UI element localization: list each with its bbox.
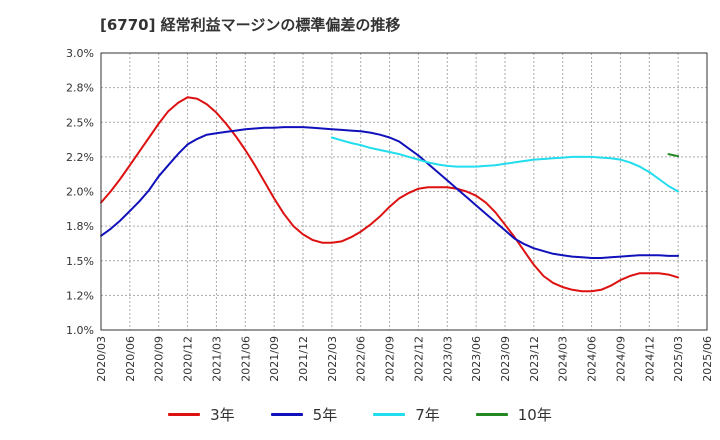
y-axis-ticks: 3.0% 2.8% 2.5% 2.2% 2.0% 1.8% 1.5% 1.2% 1.0% — [66, 47, 94, 337]
legend-swatch-7y — [373, 413, 406, 416]
x-tick-label: 2020/03 — [95, 336, 108, 382]
legend-label-5y: 5年 — [312, 406, 338, 424]
y-tick-label: 1.8% — [66, 220, 94, 233]
x-axis-ticks: 2020/03 2020/06 2020/09 2020/12 2021/03 2021/… — [95, 336, 714, 382]
y-tick-label: 2.0% — [66, 186, 94, 199]
legend-label-7y: 7年 — [415, 406, 440, 424]
y-tick-label: 2.5% — [66, 116, 94, 129]
x-tick-label: 2020/09 — [153, 336, 166, 382]
y-tick-label: 1.0% — [66, 324, 94, 337]
x-tick-label: 2022/06 — [355, 336, 368, 382]
legend-swatch-10y — [475, 413, 508, 416]
x-tick-label: 2024/12 — [643, 336, 656, 382]
series-line-2 — [100, 126, 680, 259]
x-tick-label: 2023/09 — [499, 336, 512, 382]
y-tick-label: 1.5% — [66, 255, 94, 268]
series-line-1 — [100, 96, 680, 293]
x-tick-label: 2022/03 — [326, 336, 339, 382]
x-tick-label: 2024/03 — [557, 336, 570, 382]
legend-swatch-5y — [270, 413, 303, 416]
x-tick-label: 2021/06 — [239, 336, 252, 382]
chart-title: [6770] 経常利益マージンの標準偏差の推移 — [100, 16, 401, 34]
x-tick-label: 2021/09 — [268, 336, 281, 382]
y-tick-label: 1.2% — [66, 289, 94, 302]
x-tick-label: 2022/09 — [384, 336, 397, 382]
y-tick-label: 2.2% — [66, 151, 94, 164]
legend-swatch-3y — [168, 413, 201, 416]
legend-label-10y: 10年 — [517, 406, 552, 424]
x-tick-label: 2023/03 — [441, 336, 454, 382]
series-lines — [100, 96, 680, 293]
x-tick-label: 2023/12 — [528, 336, 541, 382]
plot-area — [100, 52, 708, 331]
y-tick-label: 2.8% — [66, 82, 94, 95]
x-tick-label: 2025/06 — [701, 336, 714, 382]
legend-item-10y: 10年 — [475, 404, 552, 425]
x-tick-label: 2020/12 — [182, 336, 195, 382]
x-tick-label: 2022/12 — [412, 336, 425, 382]
legend-item-5y: 5年 — [270, 404, 338, 425]
legend: 3年 5年 7年 10年 — [0, 404, 720, 425]
x-tick-label: 2021/03 — [210, 336, 223, 382]
x-tick-label: 2024/06 — [586, 336, 599, 382]
legend-label-3y: 3年 — [210, 406, 235, 424]
x-tick-label: 2021/12 — [297, 336, 310, 382]
x-tick-label: 2024/09 — [614, 336, 627, 382]
x-tick-label: 2023/06 — [470, 336, 483, 382]
series-line-3 — [330, 136, 680, 193]
x-tick-label: 2020/06 — [124, 336, 137, 382]
x-tick-label: 2025/03 — [672, 336, 685, 382]
legend-item-7y: 7年 — [373, 404, 440, 425]
series-line-4 — [667, 153, 680, 158]
y-tick-label: 3.0% — [66, 47, 94, 60]
plot-border — [100, 52, 708, 331]
legend-item-3y: 3年 — [168, 404, 235, 425]
